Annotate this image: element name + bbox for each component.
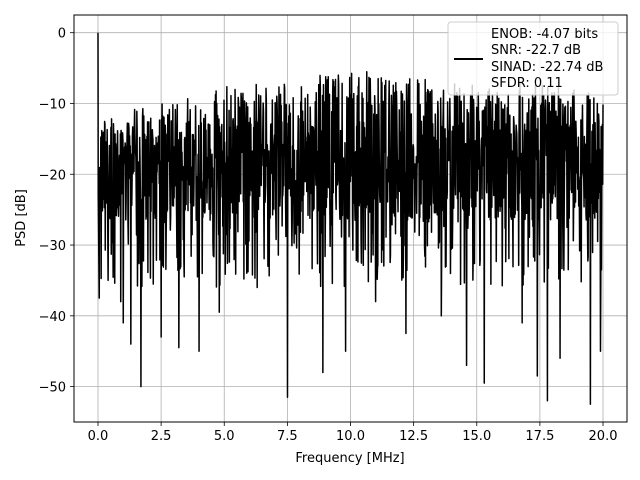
x-tick-label: 0.0: [88, 429, 109, 444]
y-tick-label: −40: [39, 310, 66, 325]
legend-entry-enob: ENOB: -4.07 bits: [491, 27, 598, 42]
y-tick-label: −10: [39, 97, 66, 112]
y-tick-label: 0: [58, 27, 66, 42]
y-tick-label: −30: [39, 239, 66, 254]
x-axis-label: Frequency [MHz]: [295, 451, 404, 466]
legend: ENOB: -4.07 bits SNR: -22.7 dB SINAD: -2…: [447, 21, 619, 96]
x-axis: 0.0 2.5 5.0 7.5 10.0 12.5 15.0 17.5 20.0: [88, 422, 618, 444]
x-tick-label: 5.0: [214, 429, 235, 444]
x-tick-label: 10.0: [336, 429, 365, 444]
y-tick-label: −20: [39, 168, 66, 183]
y-tick-label: −50: [39, 381, 66, 396]
x-tick-label: 15.0: [462, 429, 491, 444]
legend-box: [447, 21, 619, 96]
plot-layer: [97, 32, 604, 406]
y-axis: 0 −10 −20 −30 −40 −50: [39, 27, 74, 396]
x-tick-label: 12.5: [399, 429, 428, 444]
legend-entry-sfdr: SFDR: 0.11: [491, 76, 563, 91]
legend-entry-sinad: SINAD: -22.74 dB: [491, 60, 603, 75]
y-axis-label: PSD [dB]: [14, 189, 29, 247]
psd-series-line: [97, 32, 604, 406]
legend-entry-snr: SNR: -22.7 dB: [491, 43, 581, 58]
x-tick-label: 2.5: [151, 429, 172, 444]
x-tick-label: 7.5: [277, 429, 298, 444]
x-tick-label: 17.5: [525, 429, 554, 444]
x-tick-label: 20.0: [589, 429, 618, 444]
